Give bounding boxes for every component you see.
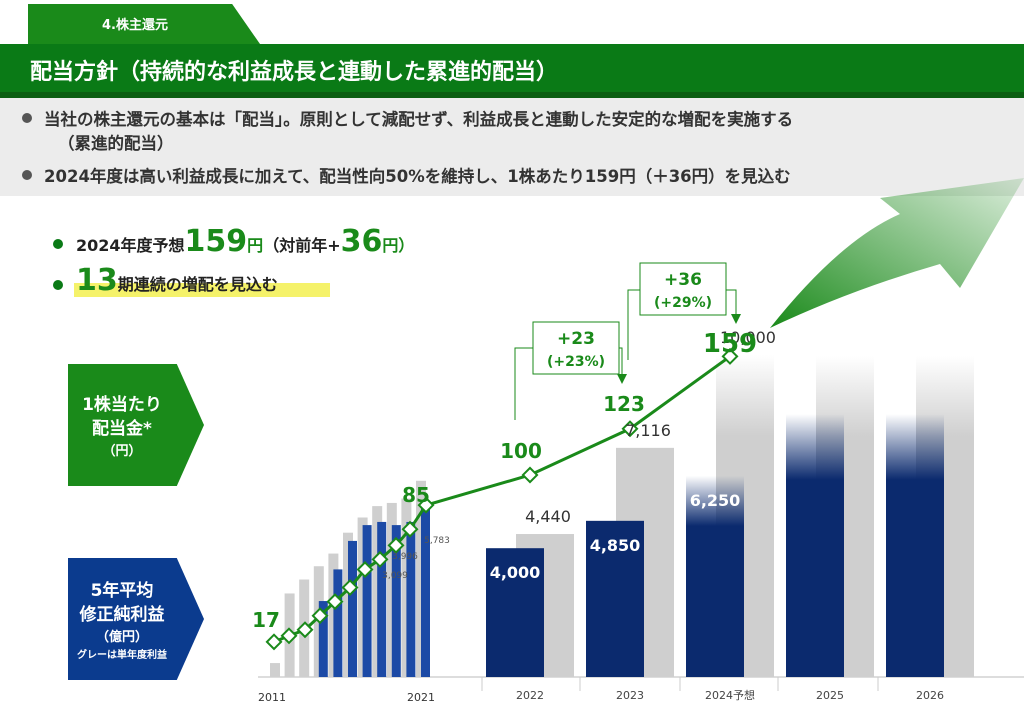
dividend-label-l1: 1株当たり	[82, 395, 162, 415]
dividend-point	[417, 496, 435, 514]
dividend-point	[371, 550, 389, 568]
five-year-avg-value: 6,250	[690, 491, 741, 510]
highlight-dot	[53, 280, 63, 290]
dividend-value-label: 17	[252, 608, 280, 632]
five-year-avg-bar	[318, 601, 328, 677]
year-2011-label: 2011	[258, 691, 286, 704]
increase-arrowhead	[731, 314, 741, 324]
increase-bracket	[627, 289, 640, 360]
bullet-1-cont: （累進的配当）	[58, 134, 174, 153]
category-label: 2023	[616, 689, 644, 702]
dividend-point	[326, 593, 344, 611]
highlight-line-1: 2024年度予想159円（対前年+36円）	[76, 224, 414, 259]
bullet-dot	[22, 170, 32, 180]
category-label: 2024予想	[705, 688, 755, 702]
avg-2021-label: 5,783	[424, 536, 450, 546]
dividend-point	[265, 633, 283, 651]
dividend-label-l2: 配当金*	[92, 419, 152, 439]
streak-text: 期連続の増配を見込む	[117, 275, 278, 294]
forecast-diff: 36	[340, 224, 383, 259]
ni-label-l2: 修正純利益	[79, 605, 165, 625]
ni-label-l4: グレーは単年度利益	[77, 650, 167, 661]
dividend-point	[387, 536, 405, 554]
streak-value: 13	[76, 263, 118, 298]
future-avg-bar	[786, 414, 844, 677]
category-label: 2025	[816, 689, 844, 702]
increase-bracket	[726, 289, 737, 316]
increase-amount: +23	[557, 329, 595, 349]
bullet-dot	[22, 113, 32, 123]
single-year-value: 4,440	[525, 507, 571, 526]
bullet-1: 当社の株主還元の基本は「配当」。原則として減配せず、利益成長と連動した安定的な増…	[44, 110, 794, 129]
dividend-point	[521, 466, 539, 484]
increase-arrowhead	[617, 374, 627, 384]
page-title: 配当方針（持続的な利益成長と連動した累進的配当）	[30, 60, 559, 85]
five-year-avg-bar	[586, 520, 644, 677]
increase-box	[639, 262, 727, 316]
dividend-point	[311, 607, 329, 625]
highlight-line-2: 13期連続の増配を見込む	[76, 263, 278, 298]
section-tab: 4.株主還元	[28, 4, 260, 44]
category-label: 2022	[516, 689, 544, 702]
increase-bracket	[619, 347, 623, 376]
dividend-value-label: 85	[402, 483, 430, 507]
future-avg-bar	[886, 414, 944, 677]
five-year-avg-bar	[333, 569, 343, 677]
dividend-value-label: 100	[500, 439, 542, 463]
five-year-avg-value: 4,000	[490, 563, 541, 582]
dividend-point	[721, 347, 739, 365]
increase-bracket	[514, 347, 533, 420]
dividend-label-l3: （円）	[102, 444, 142, 459]
dividend-point	[280, 627, 298, 645]
single-year-bar	[270, 663, 280, 677]
dividend-point	[296, 621, 314, 639]
forecast-mid: （対前年+	[263, 236, 341, 255]
year-2021-label: 2021	[407, 691, 435, 704]
increase-box	[532, 321, 620, 375]
section-tab-label: 4.株主還元	[102, 18, 168, 33]
five-year-avg-bar	[486, 548, 544, 677]
ni-label-l3: （億円）	[95, 630, 148, 645]
five-year-avg-bar	[421, 502, 430, 677]
highlight-marker	[74, 283, 330, 297]
forecast-value: 159	[184, 224, 248, 259]
dividend-value-label: 159	[703, 329, 757, 359]
forecast-suffix: 円）	[382, 236, 415, 255]
dividend-point	[621, 420, 639, 438]
summary-box: 当社の株主還元の基本は「配当」。原則として減配せず、利益成長と連動した安定的な増…	[0, 98, 1024, 196]
single-year-value: 10,000	[720, 328, 776, 347]
ni-label-l1: 5年平均	[90, 581, 154, 601]
dividend-value-label: 123	[603, 392, 645, 416]
dividend-point	[341, 579, 359, 597]
single-2021-label: 3,996	[392, 552, 418, 562]
single-year-value: 7,116	[625, 421, 671, 440]
five-year-avg-bar	[391, 525, 401, 677]
growth-arrow	[770, 178, 1024, 328]
bullet-2: 2024年度は高い利益成長に加えて、配当性向50%を維持し、1株あたり159円（…	[44, 167, 791, 186]
dividend-point	[356, 560, 374, 578]
highlight-dot	[53, 239, 63, 249]
five-year-avg-value: 4,850	[590, 536, 641, 555]
five-year-avg-bar	[377, 521, 387, 677]
category-label: 2026	[916, 689, 944, 702]
five-year-avg-bar	[362, 525, 372, 677]
increase-percent: (+29%)	[654, 295, 712, 311]
forecast-unit: 円	[247, 236, 264, 255]
dividend-point	[401, 520, 419, 538]
single-2020-label: 3,099	[382, 571, 408, 581]
increase-percent: (+23%)	[547, 354, 605, 370]
increase-amount: +36	[664, 270, 702, 290]
five-year-avg-bar	[348, 540, 357, 677]
title-bar: 配当方針（持続的な利益成長と連動した累進的配当）	[0, 44, 1024, 98]
five-year-avg-bar	[686, 475, 744, 677]
net-income-label: 5年平均 修正純利益 （億円） グレーは単年度利益	[68, 558, 204, 680]
forecast-prefix: 2024年度予想	[76, 236, 185, 255]
five-year-avg-bar	[406, 521, 416, 677]
dividend-label: 1株当たり 配当金* （円）	[68, 364, 204, 486]
